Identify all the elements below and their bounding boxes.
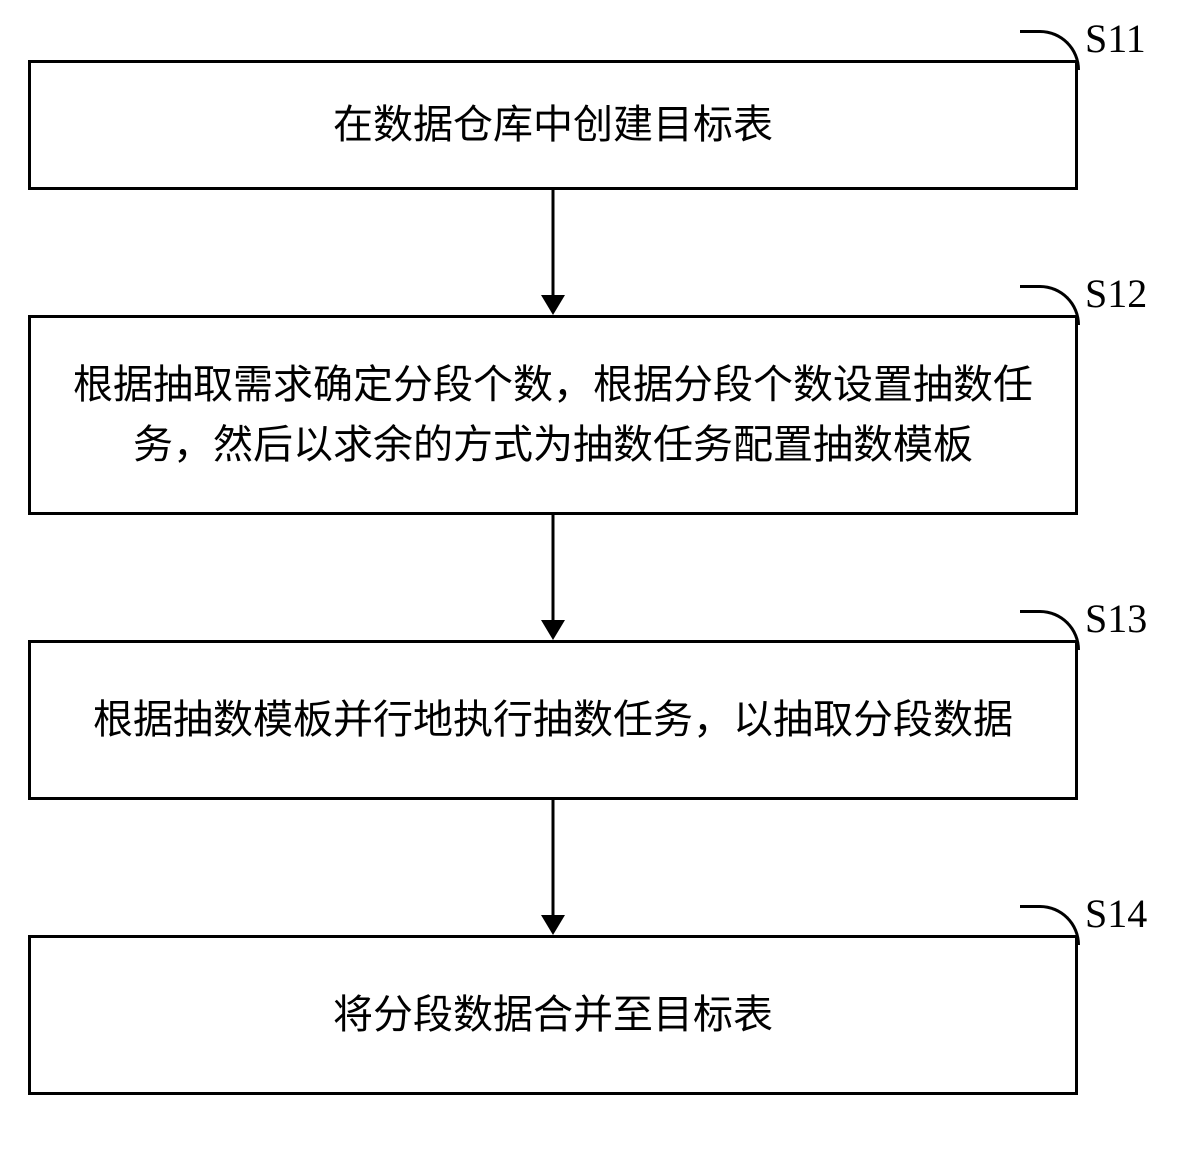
step-text-s14: 将分段数据合并至目标表 xyxy=(333,985,773,1045)
label-curve-s13 xyxy=(1020,610,1080,650)
step-text-s11: 在数据仓库中创建目标表 xyxy=(333,95,773,155)
arrow-head-3 xyxy=(541,915,565,935)
arrow-line-1 xyxy=(552,190,555,295)
step-box-s14: 将分段数据合并至目标表 xyxy=(28,935,1078,1095)
step-label-s12: S12 xyxy=(1085,270,1147,317)
step-label-s13: S13 xyxy=(1085,595,1147,642)
flowchart-container: 在数据仓库中创建目标表 S11 根据抽取需求确定分段个数，根据分段个数设置抽数任… xyxy=(0,0,1177,1158)
step-box-s13: 根据抽数模板并行地执行抽数任务，以抽取分段数据 xyxy=(28,640,1078,800)
arrow-head-2 xyxy=(541,620,565,640)
step-box-s12: 根据抽取需求确定分段个数，根据分段个数设置抽数任务，然后以求余的方式为抽数任务配… xyxy=(28,315,1078,515)
label-curve-s14 xyxy=(1020,905,1080,945)
arrow-line-2 xyxy=(552,515,555,620)
label-curve-s12 xyxy=(1020,285,1080,325)
step-text-s13: 根据抽数模板并行地执行抽数任务，以抽取分段数据 xyxy=(93,690,1013,750)
arrow-line-3 xyxy=(552,800,555,915)
step-label-s14: S14 xyxy=(1085,890,1147,937)
label-curve-s11 xyxy=(1020,30,1080,70)
arrow-head-1 xyxy=(541,295,565,315)
step-text-s12: 根据抽取需求确定分段个数，根据分段个数设置抽数任务，然后以求余的方式为抽数任务配… xyxy=(61,355,1045,475)
step-box-s11: 在数据仓库中创建目标表 xyxy=(28,60,1078,190)
step-label-s11: S11 xyxy=(1085,15,1146,62)
